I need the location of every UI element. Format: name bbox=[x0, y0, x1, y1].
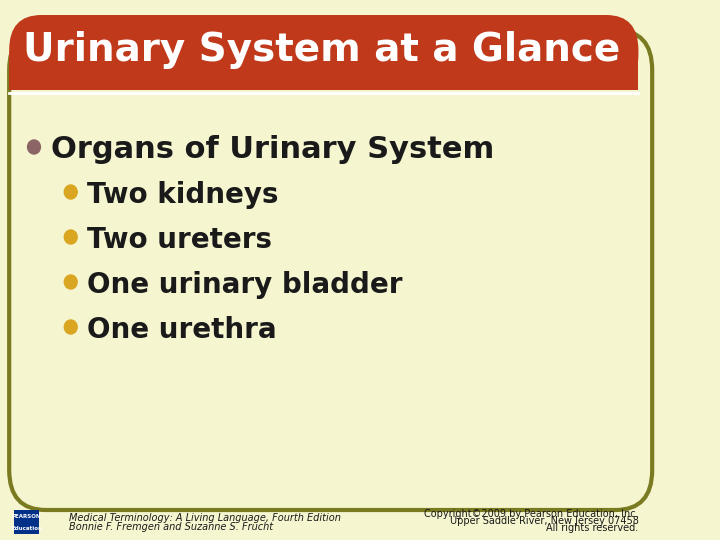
Text: All rights reserved.: All rights reserved. bbox=[546, 523, 639, 533]
Text: PEARSON: PEARSON bbox=[12, 514, 41, 518]
Text: Medical Terminology: A Living Language, Fourth Edition: Medical Terminology: A Living Language, … bbox=[69, 513, 341, 523]
Text: Upper Saddle River, New Jersey 07458: Upper Saddle River, New Jersey 07458 bbox=[449, 516, 639, 526]
Text: One urinary bladder: One urinary bladder bbox=[87, 271, 402, 299]
Text: Copyright©2009 by Pearson Education, Inc.: Copyright©2009 by Pearson Education, Inc… bbox=[424, 509, 639, 519]
Text: Organs of Urinary System: Organs of Urinary System bbox=[50, 136, 494, 165]
FancyBboxPatch shape bbox=[9, 15, 639, 90]
Bar bbox=[14, 522, 40, 534]
Text: Two kidneys: Two kidneys bbox=[87, 181, 279, 209]
Bar bbox=[14, 510, 40, 522]
Circle shape bbox=[27, 140, 40, 154]
Bar bbox=[9, 52, 639, 90]
Circle shape bbox=[64, 230, 77, 244]
Text: Urinary System at a Glance: Urinary System at a Glance bbox=[23, 31, 620, 69]
Text: One urethra: One urethra bbox=[87, 316, 277, 344]
Text: Two ureters: Two ureters bbox=[87, 226, 272, 254]
FancyBboxPatch shape bbox=[9, 30, 652, 510]
Text: Education: Education bbox=[12, 525, 42, 530]
Text: Bonnie F. Fremgen and Suzanne S. Frucht: Bonnie F. Fremgen and Suzanne S. Frucht bbox=[69, 522, 273, 532]
Circle shape bbox=[64, 185, 77, 199]
Circle shape bbox=[64, 275, 77, 289]
Circle shape bbox=[64, 320, 77, 334]
